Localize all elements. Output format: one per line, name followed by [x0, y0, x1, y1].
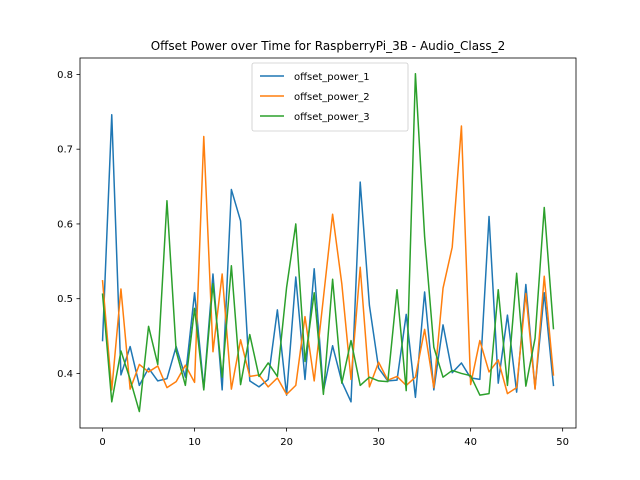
series-line-3	[101, 72, 555, 413]
x-axis: 0 10 20 30 40 50	[99, 428, 569, 448]
x-tick-label: 40	[464, 437, 477, 448]
chart-title: Offset Power over Time for RaspberryPi_3…	[151, 39, 506, 53]
y-axis: 0.4 0.5 0.6 0.7 0.8	[57, 70, 80, 380]
y-tick-label: 0.8	[57, 70, 73, 81]
x-tick-label: 20	[280, 437, 293, 448]
series-line-2	[101, 125, 555, 396]
x-tick-label: 30	[372, 437, 385, 448]
x-tick-label: 50	[556, 437, 569, 448]
legend: offset_power_1 offset_power_2 offset_power…	[251, 62, 409, 132]
y-tick-label: 0.6	[57, 219, 73, 230]
legend-label: offset_power_1	[294, 72, 370, 83]
legend-box	[251, 62, 409, 132]
legend-label: offset_power_3	[294, 112, 370, 123]
x-tick-label: 10	[188, 437, 201, 448]
series-line-1	[101, 114, 555, 403]
y-tick-label: 0.4	[57, 369, 73, 380]
y-tick-label: 0.7	[57, 145, 73, 156]
plot-frame	[79, 57, 577, 429]
y-tick-label: 0.5	[57, 294, 73, 305]
legend-label: offset_power_2	[294, 92, 370, 103]
plot-lines	[101, 72, 555, 413]
x-tick-label: 0	[99, 437, 105, 448]
